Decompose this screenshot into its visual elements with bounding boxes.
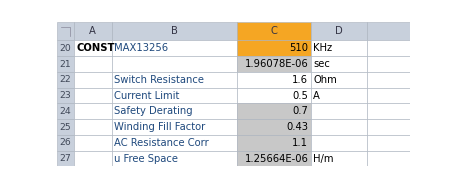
Bar <box>311 22 367 40</box>
Bar <box>111 56 237 72</box>
Bar <box>237 119 311 135</box>
Text: 23: 23 <box>60 91 71 100</box>
Bar <box>311 88 367 103</box>
Text: AC Resistance Corr: AC Resistance Corr <box>114 138 209 148</box>
Text: Current Limit: Current Limit <box>114 91 179 101</box>
Bar <box>237 56 311 72</box>
Bar <box>111 151 237 166</box>
Bar <box>74 88 111 103</box>
Bar <box>237 103 311 119</box>
Bar <box>237 22 311 40</box>
Bar <box>367 119 410 135</box>
Bar <box>111 40 237 56</box>
Bar <box>57 72 74 88</box>
Bar <box>367 151 410 166</box>
Bar <box>57 103 74 119</box>
Bar <box>74 103 111 119</box>
Bar <box>237 40 311 56</box>
Bar <box>111 88 237 103</box>
Text: 24: 24 <box>60 107 71 116</box>
Text: Ohm: Ohm <box>313 75 337 85</box>
Bar <box>237 72 311 88</box>
Text: A: A <box>89 26 96 36</box>
Bar <box>367 88 410 103</box>
Bar <box>111 135 237 151</box>
Bar <box>74 119 111 135</box>
Bar <box>57 119 74 135</box>
Text: 1.6: 1.6 <box>292 75 308 85</box>
Text: 25: 25 <box>60 122 71 132</box>
Bar <box>74 22 111 40</box>
Text: sec: sec <box>313 59 330 69</box>
Bar <box>111 103 237 119</box>
Text: 1.1: 1.1 <box>292 138 308 148</box>
Text: B: B <box>171 26 177 36</box>
Bar <box>367 103 410 119</box>
Bar <box>311 72 367 88</box>
Bar <box>57 56 74 72</box>
Text: 510: 510 <box>289 43 308 53</box>
Bar <box>57 22 74 40</box>
Bar <box>111 119 237 135</box>
Bar <box>311 119 367 135</box>
Text: C: C <box>270 26 277 36</box>
Bar <box>367 40 410 56</box>
Bar <box>237 151 311 166</box>
Bar <box>111 72 237 88</box>
Bar <box>311 135 367 151</box>
Bar <box>57 40 74 56</box>
Bar <box>74 56 111 72</box>
Bar <box>237 135 311 151</box>
Bar <box>74 40 111 56</box>
Text: 22: 22 <box>60 75 71 84</box>
Bar <box>74 135 111 151</box>
Bar <box>74 72 111 88</box>
Bar <box>311 56 367 72</box>
Bar <box>237 88 311 103</box>
Text: KHz: KHz <box>313 43 332 53</box>
Text: MAX13256: MAX13256 <box>114 43 168 53</box>
Text: 1.96078E-06: 1.96078E-06 <box>244 59 308 69</box>
Text: CONST: CONST <box>76 43 115 53</box>
Text: 27: 27 <box>60 154 71 163</box>
Text: 0.5: 0.5 <box>293 91 308 101</box>
Text: 1.25664E-06: 1.25664E-06 <box>244 154 308 164</box>
Bar <box>57 135 74 151</box>
Bar <box>74 151 111 166</box>
Bar <box>311 151 367 166</box>
Text: A: A <box>313 91 320 101</box>
Bar <box>367 22 410 40</box>
Text: Winding Fill Factor: Winding Fill Factor <box>114 122 205 132</box>
Bar <box>57 88 74 103</box>
Text: 21: 21 <box>60 60 71 69</box>
Bar <box>367 72 410 88</box>
Text: Safety Derating: Safety Derating <box>114 106 192 116</box>
Text: 0.43: 0.43 <box>286 122 308 132</box>
Text: 26: 26 <box>60 138 71 147</box>
Text: Switch Resistance: Switch Resistance <box>114 75 204 85</box>
Text: u Free Space: u Free Space <box>114 154 178 164</box>
Bar <box>311 40 367 56</box>
Text: 20: 20 <box>60 44 71 53</box>
Bar <box>367 56 410 72</box>
Text: D: D <box>335 26 343 36</box>
Text: 0.7: 0.7 <box>293 106 308 116</box>
Bar <box>311 103 367 119</box>
Bar <box>111 22 237 40</box>
Text: H/m: H/m <box>313 154 334 164</box>
Bar <box>57 151 74 166</box>
Bar <box>367 135 410 151</box>
